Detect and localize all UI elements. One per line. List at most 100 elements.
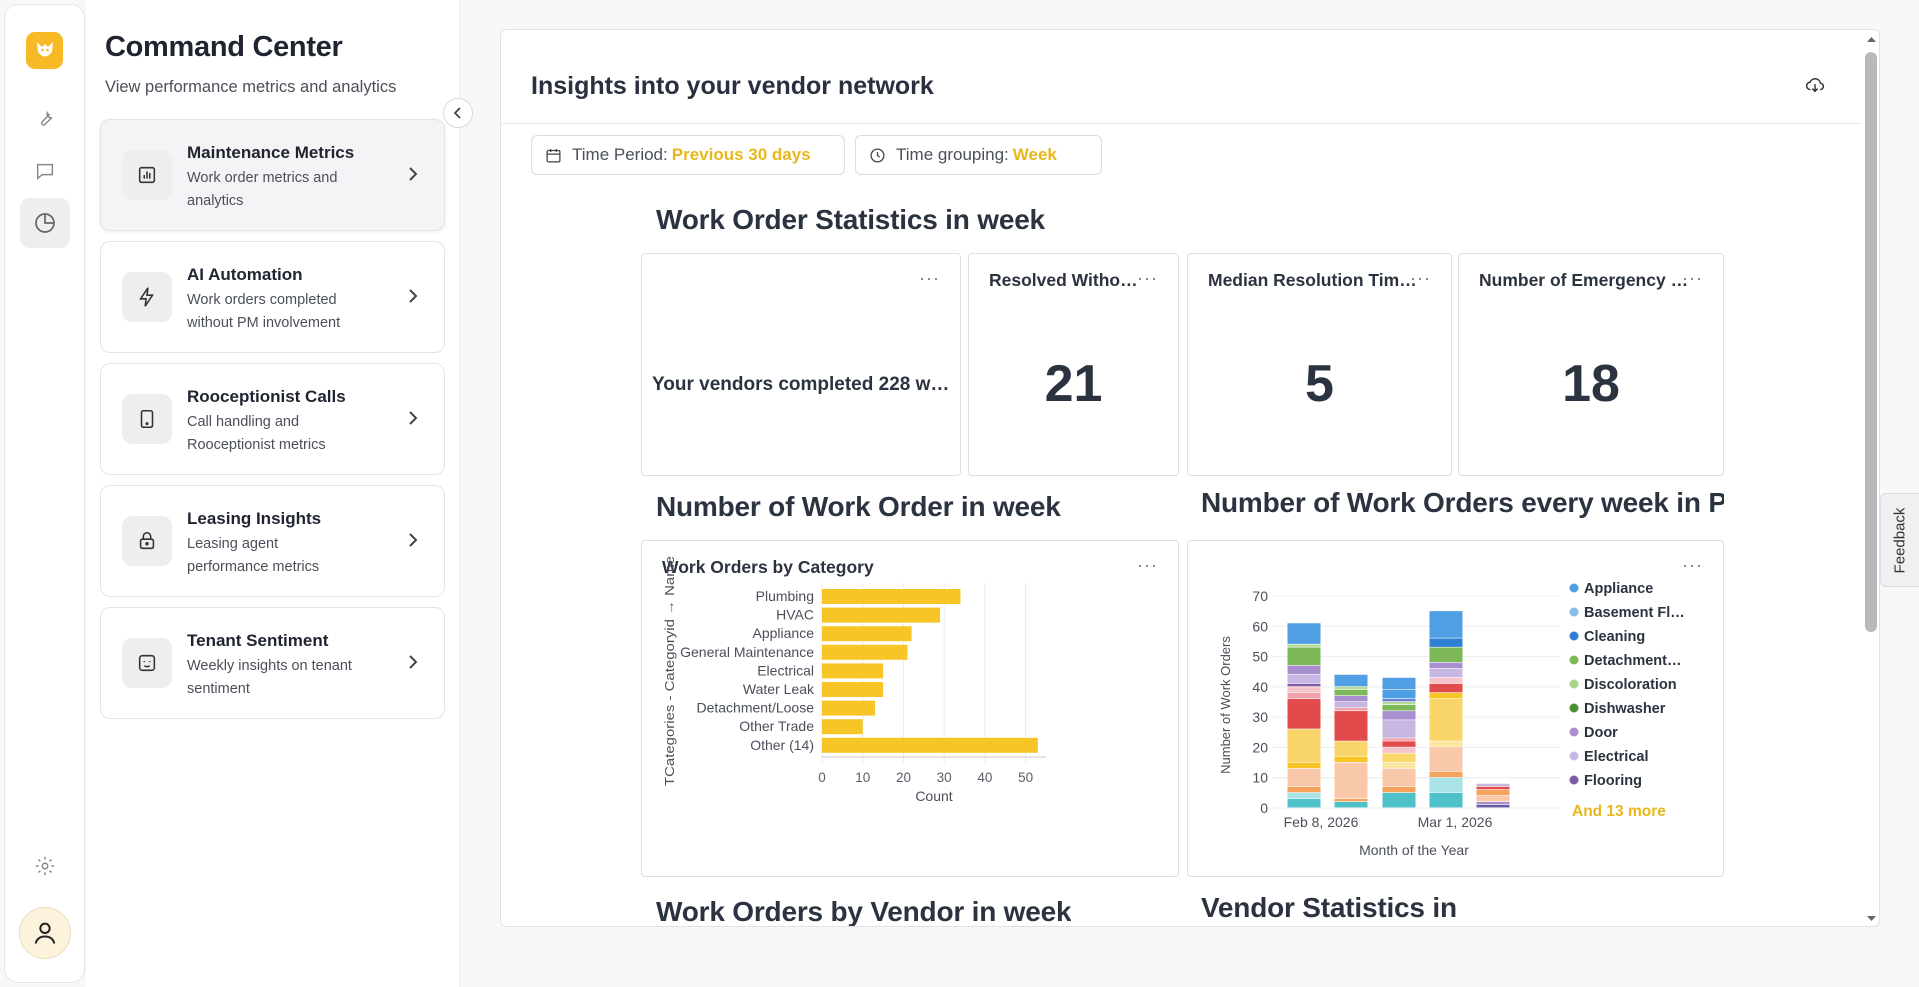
legend-label: Flooring (1584, 773, 1642, 789)
y-tick-label: 40 (1252, 679, 1268, 695)
stack-segment (1382, 702, 1416, 705)
scrollbar-thumb[interactable] (1865, 52, 1877, 632)
header-divider (501, 123, 1861, 124)
y-tick-label: 60 (1252, 618, 1268, 634)
stack-segment (1476, 786, 1510, 790)
stat-value: 21 (1044, 355, 1103, 413)
bar-chart-icon (122, 150, 172, 200)
stack-segment (1287, 698, 1321, 729)
stack-segment (1287, 792, 1321, 799)
y-tick-label: Other (14) (750, 737, 814, 753)
wrench-icon[interactable] (20, 93, 70, 143)
stack-segment (1382, 711, 1416, 720)
x-tick-label: 30 (937, 770, 952, 785)
user-avatar-icon[interactable] (19, 907, 71, 959)
scrollbar[interactable] (1863, 30, 1880, 926)
y-tick-label: Other Trade (739, 718, 814, 734)
pie-chart-icon[interactable] (20, 198, 70, 248)
legend-label: Electrical (1584, 749, 1649, 765)
stack-segment (1429, 792, 1463, 808)
legend-swatch (1569, 655, 1579, 665)
nav-card-leasing-insights[interactable]: Leasing Insights Leasing agent performan… (100, 485, 445, 597)
stack-segment (1287, 683, 1321, 687)
stack-segment (1429, 677, 1463, 684)
stack-segment (1382, 689, 1416, 699)
y-tick-label: Electrical (757, 662, 814, 678)
summary-text: Your vendors completed 228 w… (652, 374, 950, 395)
nav-card-desc: Leasing agent performance metrics (187, 536, 320, 575)
clock-icon (870, 147, 885, 163)
stack-segment (1429, 611, 1463, 638)
smiley-icon (122, 638, 172, 688)
stack-segment (1382, 698, 1416, 702)
stat-card-median-resolution: Median Resolution Tim… ··· 5 (1187, 253, 1452, 476)
stack-segment (1334, 756, 1368, 762)
stack-segment (1429, 662, 1463, 669)
nav-card-maintenance-metrics[interactable]: Maintenance Metrics Work order metrics a… (100, 119, 445, 231)
stack-segment (1382, 705, 1416, 711)
card-menu-button[interactable]: ··· (1682, 268, 1703, 288)
bar (822, 737, 1038, 753)
nav-card-ai-automation[interactable]: AI Automation Work orders completed with… (100, 241, 445, 353)
legend-swatch (1569, 751, 1579, 761)
legend-label: Discoloration (1584, 677, 1677, 693)
scroll-down-icon[interactable] (1863, 912, 1880, 926)
stack-segment (1382, 747, 1416, 753)
y-tick-label: 70 (1252, 588, 1268, 604)
stack-segment (1429, 777, 1463, 793)
stack-segment (1476, 789, 1510, 796)
card-menu-button[interactable]: ··· (919, 268, 940, 288)
legend-swatch (1569, 679, 1579, 689)
card-menu-button[interactable]: ··· (1682, 555, 1703, 575)
chat-icon[interactable] (20, 146, 70, 196)
card-menu-button[interactable]: ··· (1137, 555, 1158, 575)
x-tick-label: Mar 1, 2026 (1418, 814, 1493, 830)
section-title-every-week: Number of Work Orders every week in Prev… (1201, 487, 1724, 518)
stack-segment (1334, 801, 1368, 808)
time-period-filter[interactable]: Time Period: Previous 30 days (531, 135, 845, 175)
time-period-value: Previous 30 days (671, 145, 811, 164)
legend-swatch (1569, 631, 1579, 641)
y-tick-label: Appliance (753, 625, 815, 641)
nav-card-title: Tenant Sentiment (187, 631, 329, 650)
section-title-statistics: Work Order Statistics in week (656, 204, 1045, 235)
stack-segment (1287, 686, 1321, 693)
gear-icon[interactable] (20, 841, 70, 891)
dashboard: Insights into your vendor network Time P… (500, 29, 1880, 927)
y-tick-label: General Maintenance (680, 644, 814, 660)
app-logo-icon[interactable] (26, 32, 63, 69)
y-tick-label: Detachment/Loose (696, 700, 814, 716)
stack-segment (1334, 689, 1368, 696)
nav-card-desc: Weekly insights on tenant sentiment (187, 658, 352, 697)
chevron-right-icon (406, 287, 420, 310)
stack-segment (1476, 801, 1510, 805)
section-title-by-category: Number of Work Order in week (656, 491, 1061, 522)
time-period-label: Time Period: (572, 145, 668, 164)
y-tick-label: Plumbing (756, 588, 814, 604)
stack-segment (1382, 792, 1416, 808)
bar (822, 700, 875, 716)
stack-segment (1287, 665, 1321, 675)
bar (822, 682, 884, 697)
command-center-panel: Command Center View performance metrics … (86, 0, 460, 987)
legend-swatch (1569, 775, 1579, 785)
stack-segment (1429, 741, 1463, 747)
panel-title: Command Center (105, 31, 343, 63)
collapse-panel-button[interactable] (443, 98, 473, 128)
legend-swatch (1569, 583, 1579, 593)
card-menu-button[interactable]: ··· (1410, 268, 1431, 288)
chevron-left-icon (453, 107, 461, 119)
time-grouping-filter[interactable]: Time grouping: Week (855, 135, 1102, 175)
time-grouping-label: Time grouping: (896, 145, 1009, 164)
lightning-icon (122, 272, 172, 322)
chart-card-weekly: ··· 0 10 20 30 40 50 60 70 Feb 8, 2026 Mar 1, 202… (1187, 540, 1724, 877)
y-tick-label: 50 (1252, 649, 1268, 665)
nav-card-tenant-sentiment[interactable]: Tenant Sentiment Weekly insights on tena… (100, 607, 445, 719)
nav-card-title: Rooceptionist Calls (187, 387, 346, 406)
card-menu-button[interactable]: ··· (1137, 268, 1158, 288)
category-bar-chart: 0 10 20 30 40 50 Plumbing HVAC Appliance General … (662, 556, 1046, 804)
nav-card-rooceptionist-calls[interactable]: Rooceptionist Calls Call handling and Ro… (100, 363, 445, 475)
scroll-up-icon[interactable] (1863, 32, 1880, 46)
cloud-download-icon[interactable] (1804, 75, 1826, 100)
feedback-tab[interactable]: Feedback (1880, 493, 1919, 587)
